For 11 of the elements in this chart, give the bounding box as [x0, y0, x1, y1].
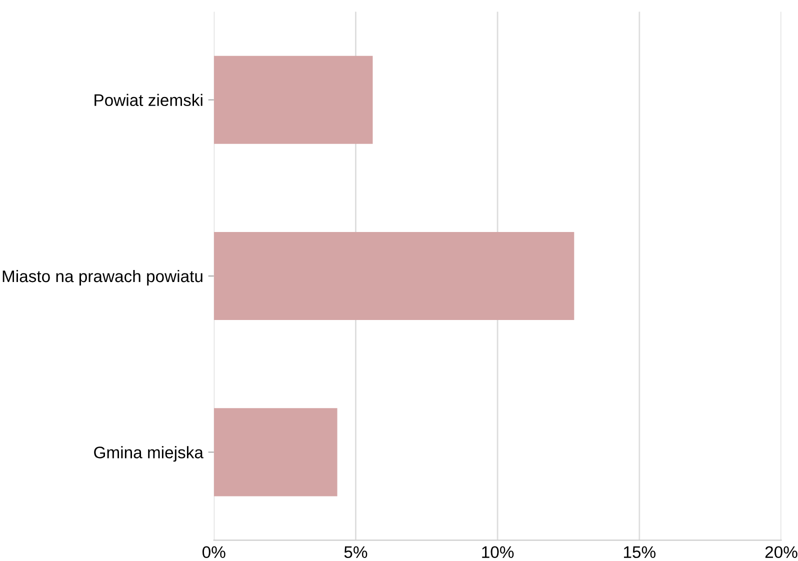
x-tick-label: 5% [344, 546, 368, 558]
y-tick-label: Miasto na prawach powiatu [2, 270, 202, 286]
bar [214, 232, 574, 320]
x-tick-label: 10% [482, 546, 514, 558]
bar [214, 56, 373, 144]
y-tick-label: Powiat ziemski [94, 94, 202, 106]
y-tick-label: Gmina miejska [94, 446, 204, 462]
bar [214, 408, 338, 496]
x-tick-label: 0% [202, 546, 226, 558]
x-tick-label: 20% [765, 546, 798, 558]
x-tick-label: 15% [624, 546, 656, 558]
